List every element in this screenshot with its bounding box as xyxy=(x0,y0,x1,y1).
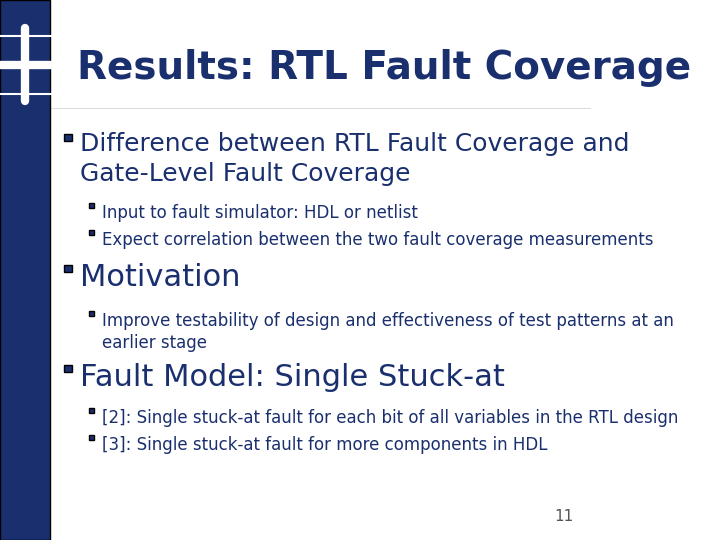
Text: [3]: Single stuck-at fault for more components in HDL: [3]: Single stuck-at fault for more comp… xyxy=(102,436,547,454)
Text: Motivation: Motivation xyxy=(80,263,240,292)
FancyBboxPatch shape xyxy=(89,230,94,234)
Text: Expect correlation between the two fault coverage measurements: Expect correlation between the two fault… xyxy=(102,231,653,248)
Text: Results: RTL Fault Coverage: Results: RTL Fault Coverage xyxy=(77,49,691,86)
Text: Input to fault simulator: HDL or netlist: Input to fault simulator: HDL or netlist xyxy=(102,204,418,221)
FancyBboxPatch shape xyxy=(0,0,50,540)
FancyBboxPatch shape xyxy=(89,311,94,315)
FancyBboxPatch shape xyxy=(64,265,72,272)
FancyBboxPatch shape xyxy=(89,435,94,440)
FancyBboxPatch shape xyxy=(64,134,72,141)
Text: Improve testability of design and effectiveness of test patterns at an
earlier s: Improve testability of design and effect… xyxy=(102,312,674,352)
FancyBboxPatch shape xyxy=(89,408,94,413)
Text: Difference between RTL Fault Coverage and
Gate-Level Fault Coverage: Difference between RTL Fault Coverage an… xyxy=(80,132,629,186)
Text: 11: 11 xyxy=(554,509,574,524)
FancyBboxPatch shape xyxy=(89,202,94,207)
Text: [2]: Single stuck-at fault for each bit of all variables in the RTL design: [2]: Single stuck-at fault for each bit … xyxy=(102,409,678,427)
FancyBboxPatch shape xyxy=(64,365,72,372)
Text: Fault Model: Single Stuck-at: Fault Model: Single Stuck-at xyxy=(80,363,505,392)
